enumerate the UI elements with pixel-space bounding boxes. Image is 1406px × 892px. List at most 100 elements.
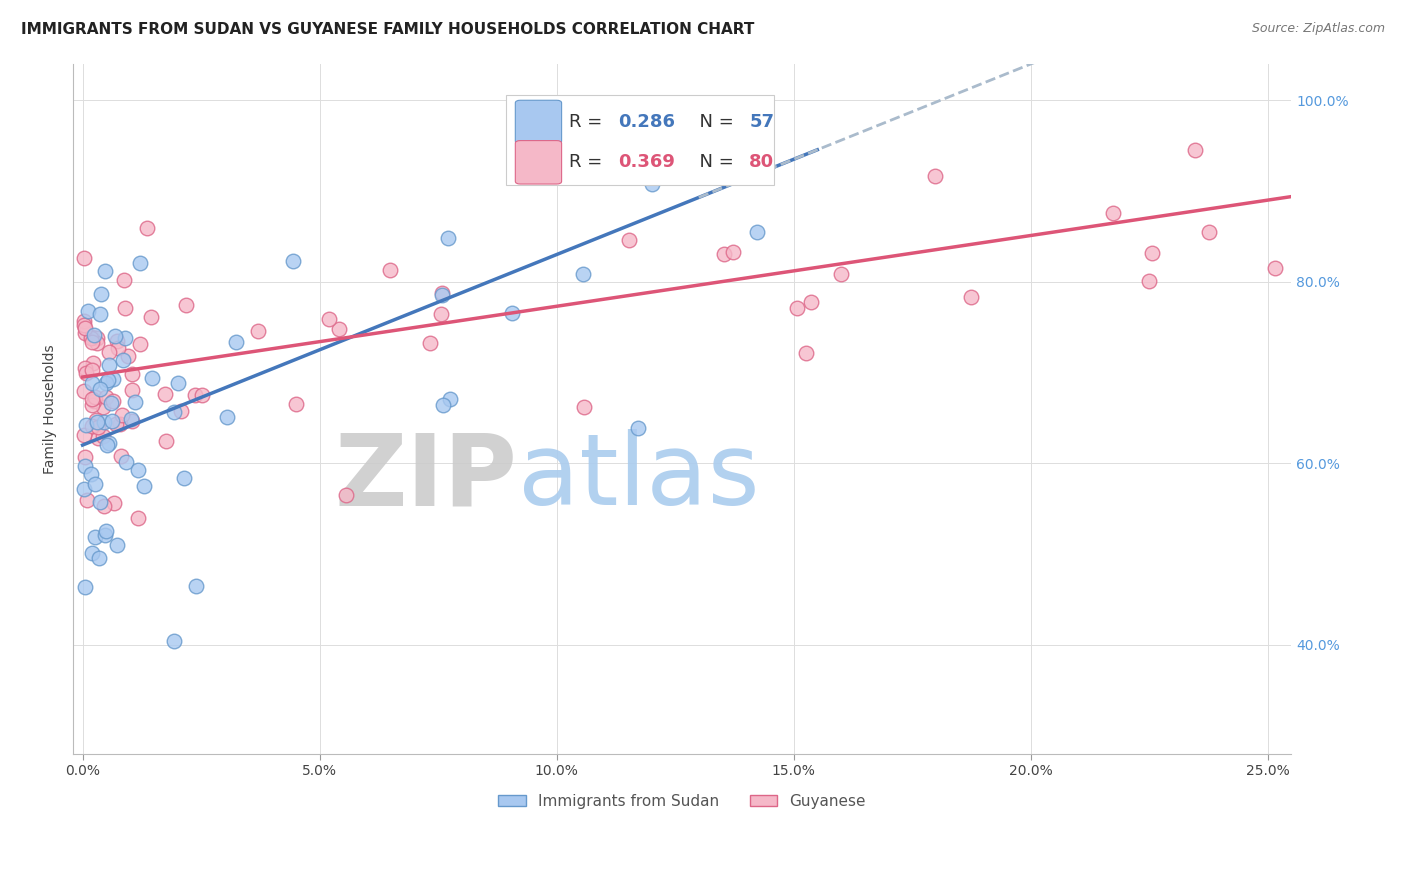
Point — [80, 363, 103, 377]
Point — [163, 405, 186, 419]
Point — [94, 263, 117, 277]
Point — [96, 376, 118, 391]
Point — [104, 417, 127, 432]
Point — [94, 528, 117, 542]
Point — [103, 496, 125, 510]
Point — [110, 449, 132, 463]
Point — [82, 356, 104, 370]
Point — [173, 471, 195, 485]
Point — [76, 493, 98, 508]
Text: 57: 57 — [749, 113, 775, 131]
Point — [117, 349, 139, 363]
Point — [217, 409, 239, 424]
Point — [89, 494, 111, 508]
Text: R =: R = — [569, 153, 607, 171]
Point — [924, 169, 946, 183]
Point — [436, 231, 458, 245]
Point — [501, 305, 523, 319]
Point — [80, 330, 103, 344]
Point — [121, 367, 143, 381]
Point — [129, 256, 152, 270]
Point — [167, 376, 190, 390]
Text: R =: R = — [569, 113, 607, 131]
Point — [1198, 225, 1220, 239]
Point — [86, 415, 108, 429]
Point — [83, 393, 105, 408]
Point — [1137, 274, 1160, 288]
Point — [97, 436, 120, 450]
Point — [640, 177, 662, 191]
Point — [134, 479, 156, 493]
Point — [80, 392, 103, 407]
FancyBboxPatch shape — [516, 100, 561, 144]
Point — [111, 409, 134, 423]
Text: N =: N = — [689, 153, 740, 171]
Point — [121, 414, 143, 428]
Point — [430, 285, 453, 300]
Point — [107, 341, 129, 355]
Point — [136, 220, 159, 235]
Point — [80, 330, 103, 344]
Point — [82, 419, 104, 434]
Point — [94, 524, 117, 538]
Text: N =: N = — [689, 113, 740, 131]
Point — [959, 289, 981, 303]
Point — [121, 383, 143, 397]
Point — [155, 387, 177, 401]
Point — [141, 310, 163, 325]
Point — [129, 337, 152, 351]
FancyBboxPatch shape — [506, 95, 773, 185]
Point — [318, 312, 340, 326]
Point — [84, 413, 107, 427]
Point — [93, 415, 115, 429]
Point — [101, 372, 124, 386]
Point — [747, 225, 769, 239]
Point — [84, 530, 107, 544]
Point — [186, 579, 208, 593]
Point — [72, 251, 94, 265]
Point — [83, 477, 105, 491]
Point — [89, 307, 111, 321]
Point — [247, 324, 270, 338]
Point — [183, 388, 205, 402]
Text: atlas: atlas — [517, 429, 759, 526]
Point — [439, 392, 461, 406]
Point — [87, 420, 110, 434]
Text: 80: 80 — [749, 153, 775, 171]
Text: 0.286: 0.286 — [617, 113, 675, 131]
Point — [72, 314, 94, 328]
Point — [75, 459, 97, 474]
Point — [84, 390, 107, 404]
Point — [96, 390, 118, 404]
Point — [96, 438, 118, 452]
Text: Source: ZipAtlas.com: Source: ZipAtlas.com — [1251, 22, 1385, 36]
Point — [87, 551, 110, 566]
Point — [800, 294, 823, 309]
Point — [72, 482, 94, 496]
Point — [93, 499, 115, 513]
Point — [112, 353, 135, 368]
Point — [124, 395, 146, 409]
Point — [86, 331, 108, 345]
Point — [87, 431, 110, 445]
Point — [281, 254, 304, 268]
Point — [97, 374, 120, 388]
Point — [80, 334, 103, 349]
Point — [1184, 144, 1206, 158]
Point — [83, 327, 105, 342]
Point — [155, 434, 177, 448]
Point — [86, 336, 108, 351]
Point — [432, 398, 454, 412]
Point — [100, 396, 122, 410]
Point — [105, 334, 128, 348]
Point — [170, 404, 193, 418]
Point — [105, 538, 128, 552]
Point — [114, 331, 136, 345]
Point — [75, 418, 97, 433]
Point — [1101, 206, 1123, 220]
Point — [127, 510, 149, 524]
Point — [104, 329, 127, 343]
Point — [723, 245, 745, 260]
Point — [572, 267, 595, 281]
Legend: Immigrants from Sudan, Guyanese: Immigrants from Sudan, Guyanese — [492, 788, 872, 814]
